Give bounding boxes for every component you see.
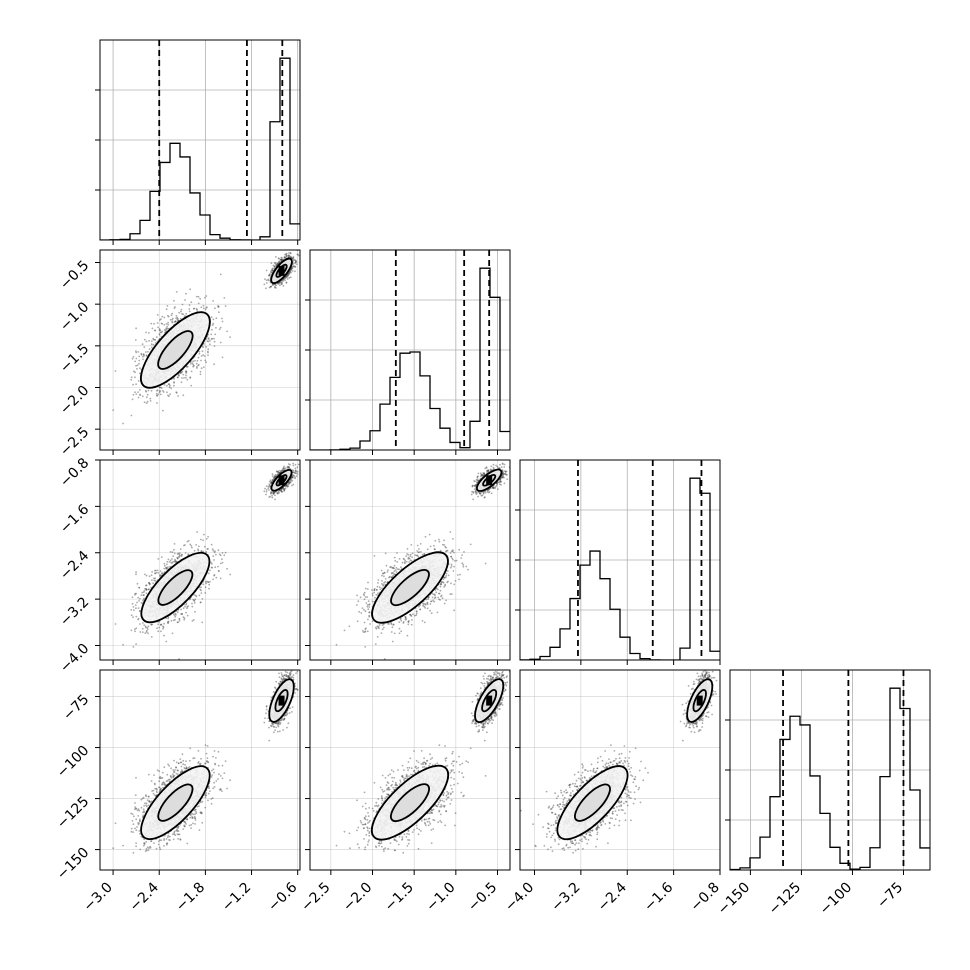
x-tick-label: −0.6 (265, 879, 300, 914)
scatter-panel-3-2: −4.0 −3.2 −2.4 −1.6 −0.8 (502, 669, 723, 915)
scatter-panel-2-0: −4.0 −3.2 −2.4 −1.6 −0.8 (57, 455, 301, 676)
contour-level-2 (574, 783, 611, 822)
y-tick-label: −75 (60, 692, 92, 724)
contour-level-2 (390, 783, 430, 823)
histogram-panel-2 (515, 459, 721, 665)
panel-frame (99, 249, 301, 451)
x-tick-label: −1.2 (219, 880, 254, 915)
panel-frame (729, 669, 931, 871)
y-tick-label: −100 (54, 743, 93, 782)
contour-level-2 (157, 783, 194, 822)
x-tick-label: −2.4 (595, 879, 630, 914)
x-tick-label: −2.4 (127, 879, 162, 914)
scatter-panel-1-0: −2.5 −2.0 −1.5 −1.0 −0.5 (57, 249, 301, 460)
histogram-panel-0 (95, 39, 301, 245)
x-tick-label: −100 (817, 880, 856, 919)
x-tick-label: −4.0 (502, 880, 537, 915)
x-tick-label: −75 (874, 880, 906, 912)
density-peak (278, 475, 285, 486)
density-peak (486, 695, 493, 706)
histogram-panel-3: −150 −125 −100 −75 (715, 669, 931, 919)
panel-frame (519, 459, 721, 661)
x-tick-label: −0.5 (465, 880, 500, 915)
y-tick-label: −1.6 (57, 501, 92, 536)
y-tick-label: −2.5 (57, 424, 92, 459)
x-tick-label: −1.6 (641, 879, 676, 914)
y-tick-label: −2.4 (57, 548, 92, 583)
y-tick-label: −125 (54, 794, 93, 833)
histogram-step (100, 57, 300, 240)
histogram-step (310, 267, 510, 450)
density-peak (278, 265, 285, 276)
panel-frame (309, 459, 511, 661)
x-tick-label: −3.2 (548, 880, 583, 915)
y-tick-label: −1.5 (57, 341, 92, 376)
y-tick-label: −1.0 (57, 299, 92, 334)
x-tick-label: −3.0 (81, 880, 116, 915)
y-tick-label: −0.5 (57, 258, 92, 293)
scatter-panel-3-1: −2.5 −2.0 −1.5 −1.0 −0.5 (298, 669, 511, 915)
histogram-step (520, 477, 720, 660)
y-tick-label: −2.0 (57, 383, 92, 418)
y-tick-label: −4.0 (57, 641, 92, 676)
panel-frame (309, 669, 511, 871)
y-tick-label: −3.2 (57, 594, 92, 629)
y-tick-label: −0.8 (57, 455, 92, 490)
x-tick-label: −2.0 (340, 880, 375, 915)
panel-frame (99, 459, 301, 661)
density-peak (696, 695, 703, 706)
panel-frame (99, 39, 301, 241)
density-peak (486, 475, 493, 486)
scatter-points (520, 670, 718, 854)
x-tick-label: −1.0 (423, 880, 458, 915)
panel-frame (519, 669, 721, 871)
x-tick-label: −150 (715, 880, 754, 919)
panel-frame (309, 249, 511, 451)
panel-frame (99, 669, 301, 871)
y-tick-label: −150 (54, 845, 93, 884)
x-tick-label: −1.8 (173, 880, 208, 915)
x-tick-label: −2.5 (298, 880, 333, 915)
scatter-panel-3-0: −3.0 −2.4 −1.8 −1.2 −0.6 −150 −125 −100 −75 (54, 669, 301, 915)
x-tick-label: −125 (766, 880, 805, 919)
scatter-panel-2-1 (305, 459, 511, 665)
histogram-panel-1 (305, 249, 511, 455)
histogram-step (730, 687, 930, 870)
contour-level-2 (157, 569, 194, 606)
contour-level-2 (157, 330, 194, 370)
contour-level-2 (390, 569, 430, 607)
x-tick-label: −1.5 (382, 880, 417, 915)
density-peak (278, 695, 285, 706)
scatter-points (112, 670, 299, 854)
